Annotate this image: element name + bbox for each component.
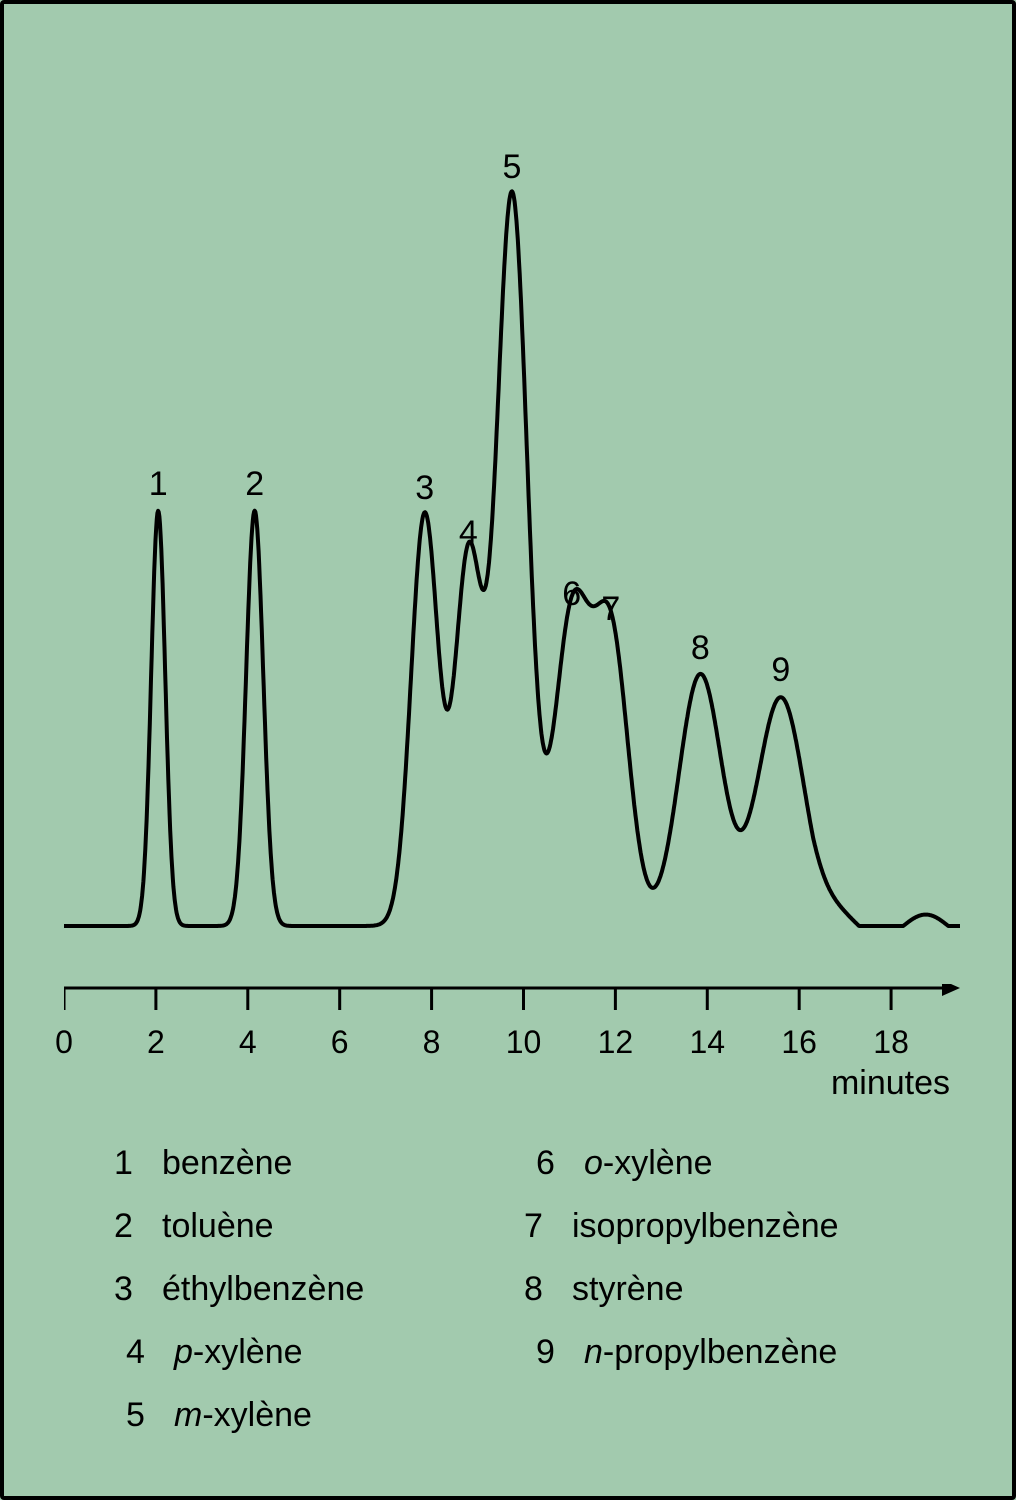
legend-entry-8: 8styrène (524, 1270, 934, 1309)
legend-row: 4p-xylène9n-propylbenzène (114, 1333, 934, 1372)
peak-label-9: 9 (771, 651, 790, 690)
legend-entry-label: o-xylène (584, 1144, 713, 1183)
peak-label-3: 3 (415, 469, 434, 508)
legend-entry-6: 6o-xylène (524, 1144, 934, 1183)
legend-entry-label: benzène (162, 1144, 292, 1183)
legend: 1benzène6o-xylène2toluène7isopropylbenzè… (114, 1144, 934, 1459)
legend-entry-label: isopropylbenzène (572, 1207, 839, 1246)
figure-frame: 123456789 024681012141618 minutes 1benzè… (0, 0, 1016, 1500)
x-tick-label: 10 (506, 1024, 542, 1061)
peak-label-6: 6 (562, 575, 581, 614)
legend-entry-label: p-xylène (174, 1333, 303, 1372)
peak-label-5: 5 (503, 148, 522, 187)
legend-entry-5: 5m-xylène (114, 1396, 524, 1435)
peak-label-4: 4 (459, 514, 478, 553)
x-tick-label: 14 (689, 1024, 725, 1061)
legend-entry-number: 2 (114, 1207, 162, 1246)
x-axis: 024681012141618 minutes (64, 984, 960, 1084)
legend-entry-3: 3éthylbenzène (114, 1270, 524, 1309)
legend-entry-number: 1 (114, 1144, 162, 1183)
x-tick-label: 2 (147, 1024, 165, 1061)
legend-entry-label: éthylbenzène (162, 1270, 364, 1309)
legend-entry-9: 9n-propylbenzène (524, 1333, 934, 1372)
x-tick-label: 16 (781, 1024, 817, 1061)
chromatogram-svg (64, 154, 960, 954)
peak-label-2: 2 (245, 465, 264, 504)
legend-entry-number: 4 (114, 1333, 174, 1372)
peak-label-8: 8 (691, 629, 710, 668)
legend-entry-2: 2toluène (114, 1207, 524, 1246)
legend-row: 5m-xylène (114, 1396, 934, 1435)
legend-entry-label: styrène (572, 1270, 684, 1309)
legend-row: 1benzène6o-xylène (114, 1144, 934, 1183)
x-tick-label: 8 (423, 1024, 441, 1061)
legend-row: 2toluène7isopropylbenzène (114, 1207, 934, 1246)
legend-entry-7: 7isopropylbenzène (524, 1207, 934, 1246)
chromatogram-chart: 123456789 (64, 154, 960, 954)
legend-row: 3éthylbenzène8styrène (114, 1270, 934, 1309)
peak-label-7: 7 (601, 590, 620, 629)
x-axis-arrow (942, 984, 960, 996)
legend-entry-number: 9 (524, 1333, 584, 1372)
legend-entry-number: 6 (524, 1144, 584, 1183)
legend-entry-label: m-xylène (174, 1396, 312, 1435)
legend-entry-empty (524, 1396, 934, 1435)
legend-entry-label: toluène (162, 1207, 274, 1246)
x-tick-label: 6 (331, 1024, 349, 1061)
legend-entry-number: 5 (114, 1396, 174, 1435)
legend-entry-label: n-propylbenzène (584, 1333, 837, 1372)
legend-entry-number: 7 (524, 1207, 572, 1246)
chromatogram-trace (64, 191, 960, 926)
x-axis-svg (64, 984, 960, 1024)
x-tick-label: 4 (239, 1024, 257, 1061)
x-tick-label: 12 (598, 1024, 634, 1061)
legend-entry-number: 3 (114, 1270, 162, 1309)
x-tick-label: 18 (873, 1024, 909, 1061)
legend-entry-4: 4p-xylène (114, 1333, 524, 1372)
legend-entry-number: 8 (524, 1270, 572, 1309)
legend-entry-1: 1benzène (114, 1144, 524, 1183)
x-tick-label: 0 (55, 1024, 73, 1061)
peak-label-1: 1 (149, 465, 168, 504)
x-axis-unit: minutes (831, 1064, 950, 1103)
